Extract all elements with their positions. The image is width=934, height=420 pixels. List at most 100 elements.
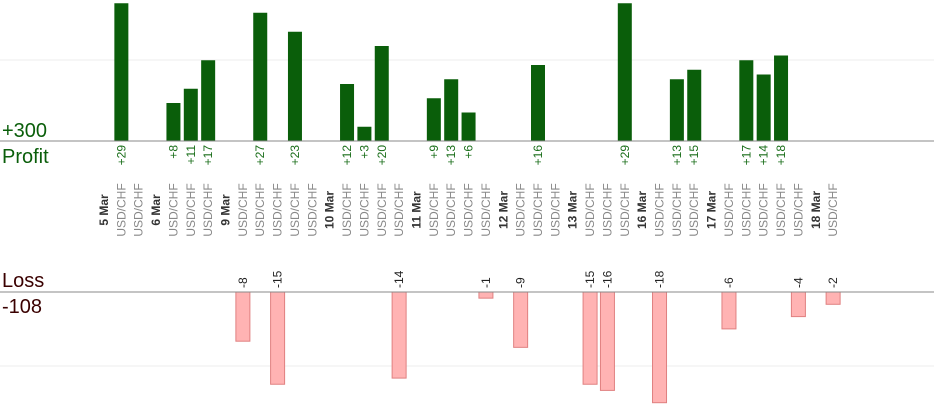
profit-value-label: +17 [739, 145, 753, 166]
date-label: 18 Mar [809, 191, 823, 229]
profit-bar [531, 65, 545, 141]
date-label: 12 Mar [496, 191, 510, 229]
profit-bar [617, 3, 632, 141]
pair-label: USD/CHF [305, 183, 319, 236]
pair-label: USD/CHF [392, 183, 406, 236]
profit-value-label: +17 [201, 145, 215, 166]
pair-label: USD/CHF [653, 183, 667, 236]
pair-label: USD/CHF [583, 183, 597, 236]
loss-bar [599, 291, 615, 391]
loss-bar [391, 291, 407, 379]
loss-bar [582, 291, 598, 385]
pair-label: USD/CHF [444, 183, 458, 236]
profit-label: Profit [2, 146, 49, 168]
profit-total: +300 [2, 120, 47, 142]
loss-bar [652, 291, 668, 404]
pair-label: USD/CHF [236, 183, 250, 236]
pair-label: USD/CHF [166, 183, 180, 236]
pair-label: USD/CHF [774, 183, 788, 236]
pair-label: USD/CHF [253, 183, 267, 236]
loss-value-label: -14 [392, 270, 406, 288]
loss-value-label: -6 [722, 277, 736, 288]
profit-bar [687, 69, 702, 141]
loss-value-label: -15 [583, 270, 597, 288]
date-label: 11 Mar [409, 191, 423, 229]
pair-label: USD/CHF [201, 183, 215, 236]
profit-value-label: +3 [357, 145, 371, 159]
loss-value-label: -1 [479, 277, 493, 288]
profit-value-label: +20 [375, 145, 389, 166]
loss-value-label: -4 [791, 277, 805, 288]
profit-bar [426, 98, 441, 141]
date-label: 10 Mar [323, 191, 337, 229]
loss-bar [721, 291, 737, 330]
profit-bar [756, 74, 771, 141]
pair-label: USD/CHF [184, 183, 198, 236]
profit-bar [253, 12, 268, 141]
pair-label: USD/CHF [271, 183, 285, 236]
profit-value-label: +16 [531, 145, 545, 166]
profit-bar [357, 126, 372, 141]
profit-value-label: +23 [288, 145, 302, 166]
profit-value-label: +13 [444, 145, 458, 166]
pair-label: USD/CHF [670, 183, 684, 236]
profit-value-label: +11 [184, 145, 198, 165]
bars [114, 3, 841, 404]
loss-bar [790, 291, 806, 318]
loss-value-label: -8 [236, 277, 250, 288]
loss-bar [270, 291, 286, 385]
profit-value-label: +29 [114, 145, 128, 166]
loss-total: -108 [2, 296, 42, 318]
pair-label: USD/CHF [791, 183, 805, 236]
loss-value-label: -16 [600, 270, 614, 288]
pair-label: USD/CHF [132, 183, 146, 236]
profit-bar [183, 88, 198, 141]
loss-bar [478, 291, 494, 299]
profit-bar [201, 60, 216, 141]
loss-bar [513, 291, 529, 348]
loss-bar [825, 291, 841, 305]
loss-bar [235, 291, 251, 342]
date-label: 6 Mar [149, 194, 163, 226]
pair-label: USD/CHF [357, 183, 371, 236]
pair-label: USD/CHF [375, 183, 389, 236]
profit-value-label: +29 [618, 145, 632, 166]
profit-value-label: +6 [462, 145, 476, 159]
date-label: 16 Mar [635, 191, 649, 229]
profit-bar [374, 46, 389, 141]
profit-value-label: +12 [340, 145, 354, 166]
profit-bar [461, 112, 476, 141]
pair-label: USD/CHF [757, 183, 771, 236]
profit-bar [166, 103, 181, 141]
profit-value-label: +27 [253, 145, 267, 166]
date-label: 5 Mar [97, 194, 111, 226]
pair-label: USD/CHF [427, 183, 441, 236]
loss-value-label: -2 [826, 277, 840, 288]
profit-bar [739, 60, 754, 141]
pair-label: USD/CHF [340, 183, 354, 236]
pair-label: USD/CHF [739, 183, 753, 236]
pair-label: USD/CHF [514, 183, 528, 236]
pair-label: USD/CHF [722, 183, 736, 236]
profit-value-label: +14 [757, 145, 771, 166]
pair-label: USD/CHF [687, 183, 701, 236]
loss-value-label: -15 [271, 270, 285, 288]
profit-value-label: +18 [774, 145, 788, 166]
pair-label: USD/CHF [826, 183, 840, 236]
date-label: 13 Mar [566, 191, 580, 229]
profit-bar [444, 79, 459, 141]
pair-label: USD/CHF [114, 183, 128, 236]
pair-label: USD/CHF [462, 183, 476, 236]
loss-label: Loss [2, 270, 44, 292]
pair-label: USD/CHF [288, 183, 302, 236]
pair-label: USD/CHF [548, 183, 562, 236]
profit-value-label: +13 [670, 145, 684, 166]
pair-label: USD/CHF [479, 183, 493, 236]
profit-bar [669, 79, 684, 141]
profit-bar [774, 55, 789, 141]
profit-value-label: +9 [427, 145, 441, 159]
pair-label: USD/CHF [618, 183, 632, 236]
profit-bar [287, 31, 302, 141]
